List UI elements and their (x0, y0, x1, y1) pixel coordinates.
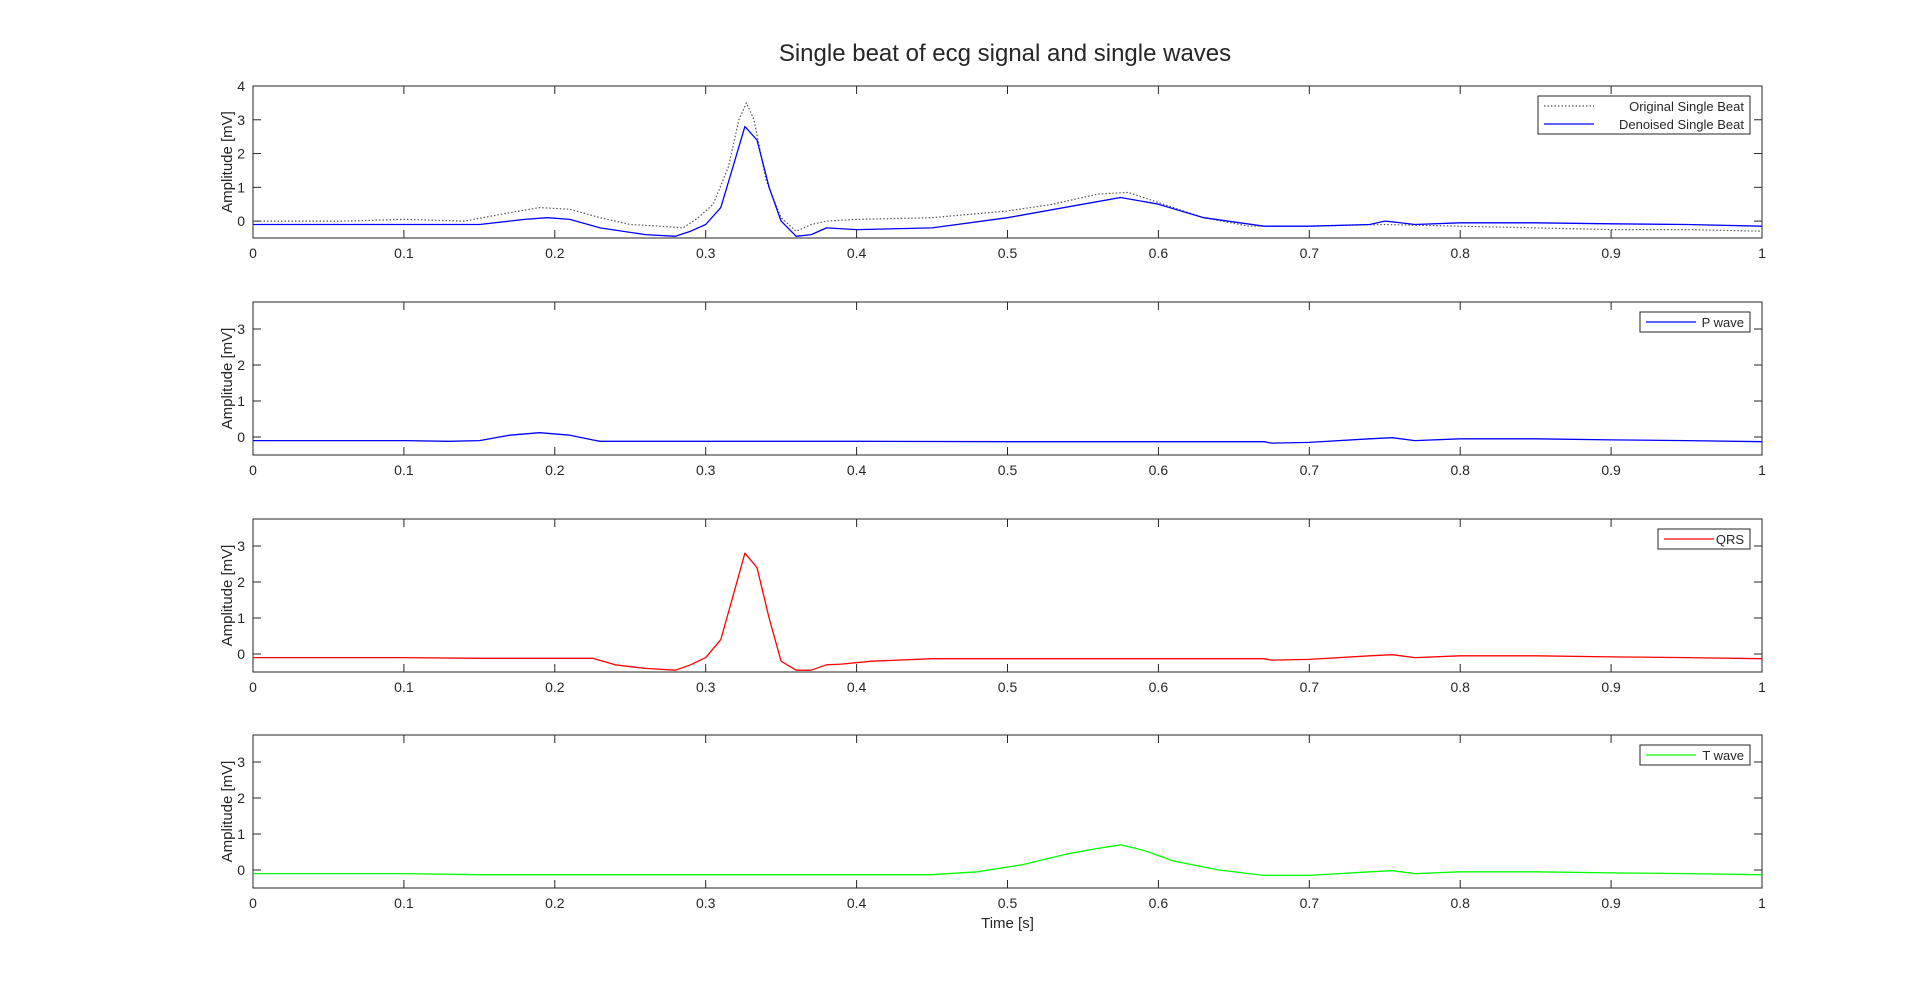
x-tick-label: 0.5 (998, 679, 1018, 695)
x-tick-label: 0.3 (696, 462, 716, 478)
x-tick-label: 0 (249, 245, 257, 261)
y-axis-label: Amplitude [mV] (219, 111, 236, 213)
x-tick-label: 0.4 (847, 462, 867, 478)
y-axis-label: Amplitude [mV] (219, 328, 236, 430)
axes-box (252, 85, 1763, 239)
subplot-panels: 0 0.1 0.2 0.3 0.4 0.5 0.6 0.7 0.8 0.9 1 0 1 2 3 4 Amplit… (219, 78, 1766, 932)
x-tick-label: 0.5 (998, 895, 1018, 911)
x-tick-label: 0 (249, 462, 257, 478)
x-tick-label: 0.1 (394, 245, 414, 261)
x-tick-label: 0.3 (696, 679, 716, 695)
x-tick-label: 0.8 (1450, 679, 1470, 695)
y-tick-label: 0 (237, 429, 245, 445)
series-line-t-wave (253, 844, 1762, 877)
x-tick-label: 0.8 (1450, 245, 1470, 261)
y-tick-label: 1 (237, 179, 245, 195)
x-axis-label: Time [s] (981, 915, 1034, 932)
x-tick-label: 1 (1758, 679, 1766, 695)
x-tick-label: 0.2 (545, 895, 565, 911)
x-tick-label: 0.7 (1300, 895, 1320, 911)
legend-entry: T wave (1702, 748, 1744, 763)
legend-box (1537, 95, 1751, 135)
subplot-1: 0 0.1 0.2 0.3 0.4 0.5 0.6 0.7 0.8 0.9 1 0 1 2 3 4 Amplit… (219, 78, 1766, 261)
x-tick-label: 1 (1758, 895, 1766, 911)
legend-entry: Denoised Single Beat (1619, 117, 1744, 132)
y-tick-label: 3 (237, 321, 245, 337)
legend: QRS (1657, 528, 1751, 550)
x-tick-label: 0.1 (394, 679, 414, 695)
x-tick-label: 0.5 (998, 462, 1018, 478)
y-tick-label: 1 (237, 393, 245, 409)
y-tick-label: 2 (237, 357, 245, 373)
x-tick-label: 0.7 (1300, 245, 1320, 261)
legend: Original Single Beat Denoised Single Beat (1537, 95, 1751, 135)
x-tick-label: 0.8 (1450, 895, 1470, 911)
y-tick-label: 0 (237, 646, 245, 662)
y-tick-label: 3 (237, 538, 245, 554)
x-tick-label: 0.6 (1149, 895, 1169, 911)
x-tick-label: 0.4 (847, 245, 867, 261)
y-axis-label: Amplitude [mV] (219, 545, 236, 647)
axes-box (252, 518, 1763, 673)
x-tick-label: 0.7 (1300, 679, 1320, 695)
series-line-denoised-single-beat (253, 125, 1762, 237)
x-tick-label: 0.6 (1149, 245, 1169, 261)
x-tick-label: 0.1 (394, 462, 414, 478)
x-tick-label: 0.6 (1149, 679, 1169, 695)
x-tick-label: 0 (249, 679, 257, 695)
x-tick-label: 0.2 (545, 462, 565, 478)
axes-box (252, 301, 1763, 456)
x-tick-label: 0.3 (696, 895, 716, 911)
legend-entry: Original Single Beat (1629, 99, 1744, 114)
x-tick-label: 0.6 (1149, 462, 1169, 478)
x-tick-label: 0.9 (1601, 679, 1621, 695)
x-tick-label: 0 (249, 895, 257, 911)
legend-entry: P wave (1702, 315, 1744, 330)
subplot-3: 0 0.1 0.2 0.3 0.4 0.5 0.6 0.7 0.8 0.9 1 0 1 2 3Amplitu… (219, 518, 1766, 695)
series-line-p-wave (253, 432, 1762, 444)
y-tick-label: 3 (237, 112, 245, 128)
x-tick-label: 0.3 (696, 245, 716, 261)
figure-title: Single beat of ecg signal and single wav… (779, 40, 1231, 67)
y-tick-label: 0 (237, 213, 245, 229)
x-tick-label: 0.1 (394, 895, 414, 911)
series-line-qrs (253, 552, 1762, 671)
y-tick-label: 1 (237, 826, 245, 842)
y-tick-label: 2 (237, 574, 245, 590)
y-tick-label: 2 (237, 146, 245, 162)
y-tick-label: 2 (237, 790, 245, 806)
x-tick-label: 1 (1758, 462, 1766, 478)
x-tick-label: 1 (1758, 245, 1766, 261)
subplot-2: 0 0.1 0.2 0.3 0.4 0.5 0.6 0.7 0.8 0.9 1 0 1 2 3Amplitu… (219, 301, 1766, 478)
axes-box (252, 734, 1763, 889)
x-tick-label: 0.2 (545, 679, 565, 695)
y-axis-label: Amplitude [mV] (219, 761, 236, 863)
legend: T wave (1639, 744, 1751, 766)
x-tick-label: 0.7 (1300, 462, 1320, 478)
subplot-4: 0 0.1 0.2 0.3 0.4 0.5 0.6 0.7 0.8 0.9 1 0 1 2 3Amplitu… (219, 734, 1766, 932)
x-tick-label: 0.8 (1450, 462, 1470, 478)
series-line-original-single-beat (253, 102, 1762, 232)
x-tick-label: 0.9 (1601, 462, 1621, 478)
y-tick-label: 0 (237, 862, 245, 878)
x-tick-label: 0.2 (545, 245, 565, 261)
legend-entry: QRS (1716, 532, 1745, 547)
x-tick-label: 0.4 (847, 679, 867, 695)
x-tick-label: 0.9 (1601, 245, 1621, 261)
legend: P wave (1639, 311, 1751, 333)
x-tick-label: 0.4 (847, 895, 867, 911)
y-tick-label: 4 (237, 78, 245, 94)
x-tick-label: 0.5 (998, 245, 1018, 261)
x-tick-label: 0.9 (1601, 895, 1621, 911)
y-tick-label: 3 (237, 754, 245, 770)
y-tick-label: 1 (237, 610, 245, 626)
